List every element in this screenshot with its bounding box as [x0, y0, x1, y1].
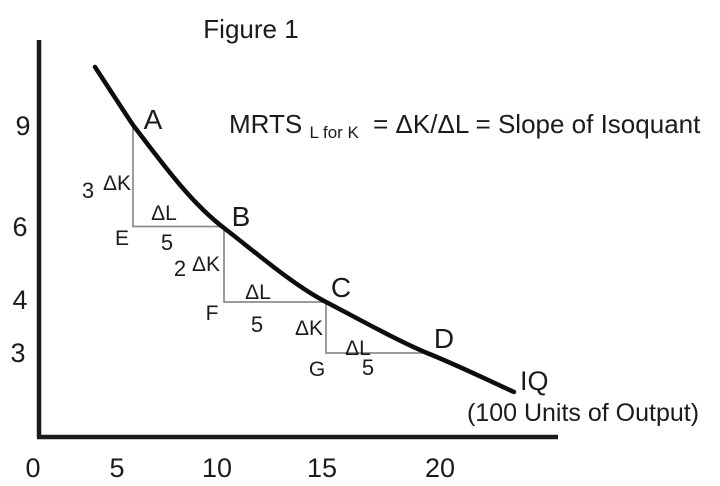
point-label-e: E	[115, 227, 129, 250]
mrts-formula-rest: = ΔK/ΔL = Slope of Isoquant	[373, 109, 701, 139]
y-tick-4: 4	[12, 285, 27, 315]
point-label-b: B	[232, 201, 251, 232]
delta-l-value-3: 5	[362, 355, 374, 380]
isoquant-curve	[92, 64, 517, 395]
x-tick-labels: 0 5 10 15 20	[25, 453, 455, 483]
delta-k-value-2: 2	[174, 256, 186, 281]
iq-output-label: (100 Units of Output)	[467, 399, 699, 427]
step-corner-labels: E F G	[115, 227, 325, 381]
mrts-formula: MRTS L for K = ΔK/ΔL = Slope of Isoquant	[229, 109, 701, 144]
delta-l-label-3: ΔL	[345, 337, 371, 360]
point-label-c: C	[331, 272, 351, 303]
delta-k-label-3: ΔK	[295, 317, 323, 340]
point-label-g: G	[309, 358, 325, 381]
mrts-step-lines	[132, 125, 430, 354]
curve-point-labels: A B C D	[144, 104, 454, 354]
mrts-formula-subscript: L for K	[309, 123, 359, 142]
x-tick-5: 5	[109, 453, 124, 483]
y-tick-6: 6	[12, 212, 27, 242]
delta-l-label-1: ΔL	[151, 202, 177, 225]
iq-label: IQ	[520, 366, 549, 396]
x-tick-15: 15	[307, 453, 337, 483]
delta-k-label-1: ΔK	[103, 172, 131, 195]
point-label-d: D	[434, 323, 454, 354]
point-label-f: F	[206, 302, 219, 325]
delta-k-value-1: 3	[82, 178, 94, 203]
x-tick-0: 0	[25, 453, 40, 483]
figure-title: Figure 1	[203, 14, 298, 44]
x-tick-10: 10	[202, 453, 232, 483]
y-tick-9: 9	[15, 111, 30, 141]
y-tick-labels: 9 6 4 3	[10, 111, 30, 368]
delta-l-value-2: 5	[251, 312, 263, 337]
y-tick-3: 3	[10, 338, 25, 368]
point-label-a: A	[144, 104, 163, 135]
x-tick-20: 20	[425, 453, 455, 483]
delta-l-value-1: 5	[161, 230, 173, 255]
mrts-formula-base: MRTS	[229, 109, 302, 139]
delta-annotations: ΔK 3 ΔL 5 ΔK 2 ΔL 5 ΔK ΔL 5	[82, 172, 374, 380]
delta-l-label-2: ΔL	[245, 281, 271, 304]
delta-k-label-2: ΔK	[192, 253, 220, 276]
axes	[36, 40, 558, 440]
